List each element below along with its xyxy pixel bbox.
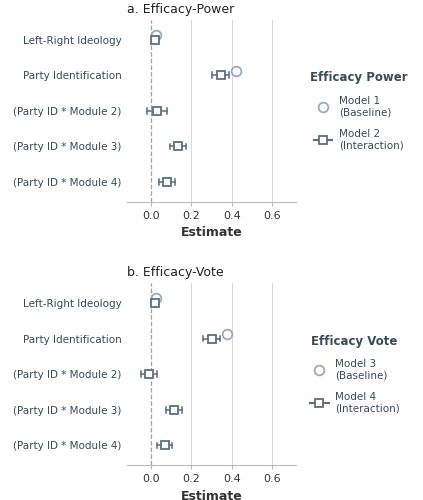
Text: b. Efficacy-Vote: b. Efficacy-Vote bbox=[127, 266, 223, 280]
Legend: Model 1
(Baseline), Model 2
(Interaction): Model 1 (Baseline), Model 2 (Interaction… bbox=[310, 72, 407, 150]
Text: a. Efficacy-Power: a. Efficacy-Power bbox=[127, 3, 234, 16]
X-axis label: Estimate: Estimate bbox=[181, 490, 242, 500]
X-axis label: Estimate: Estimate bbox=[181, 226, 242, 239]
Legend: Model 3
(Baseline), Model 4
(Interaction): Model 3 (Baseline), Model 4 (Interaction… bbox=[310, 334, 399, 413]
